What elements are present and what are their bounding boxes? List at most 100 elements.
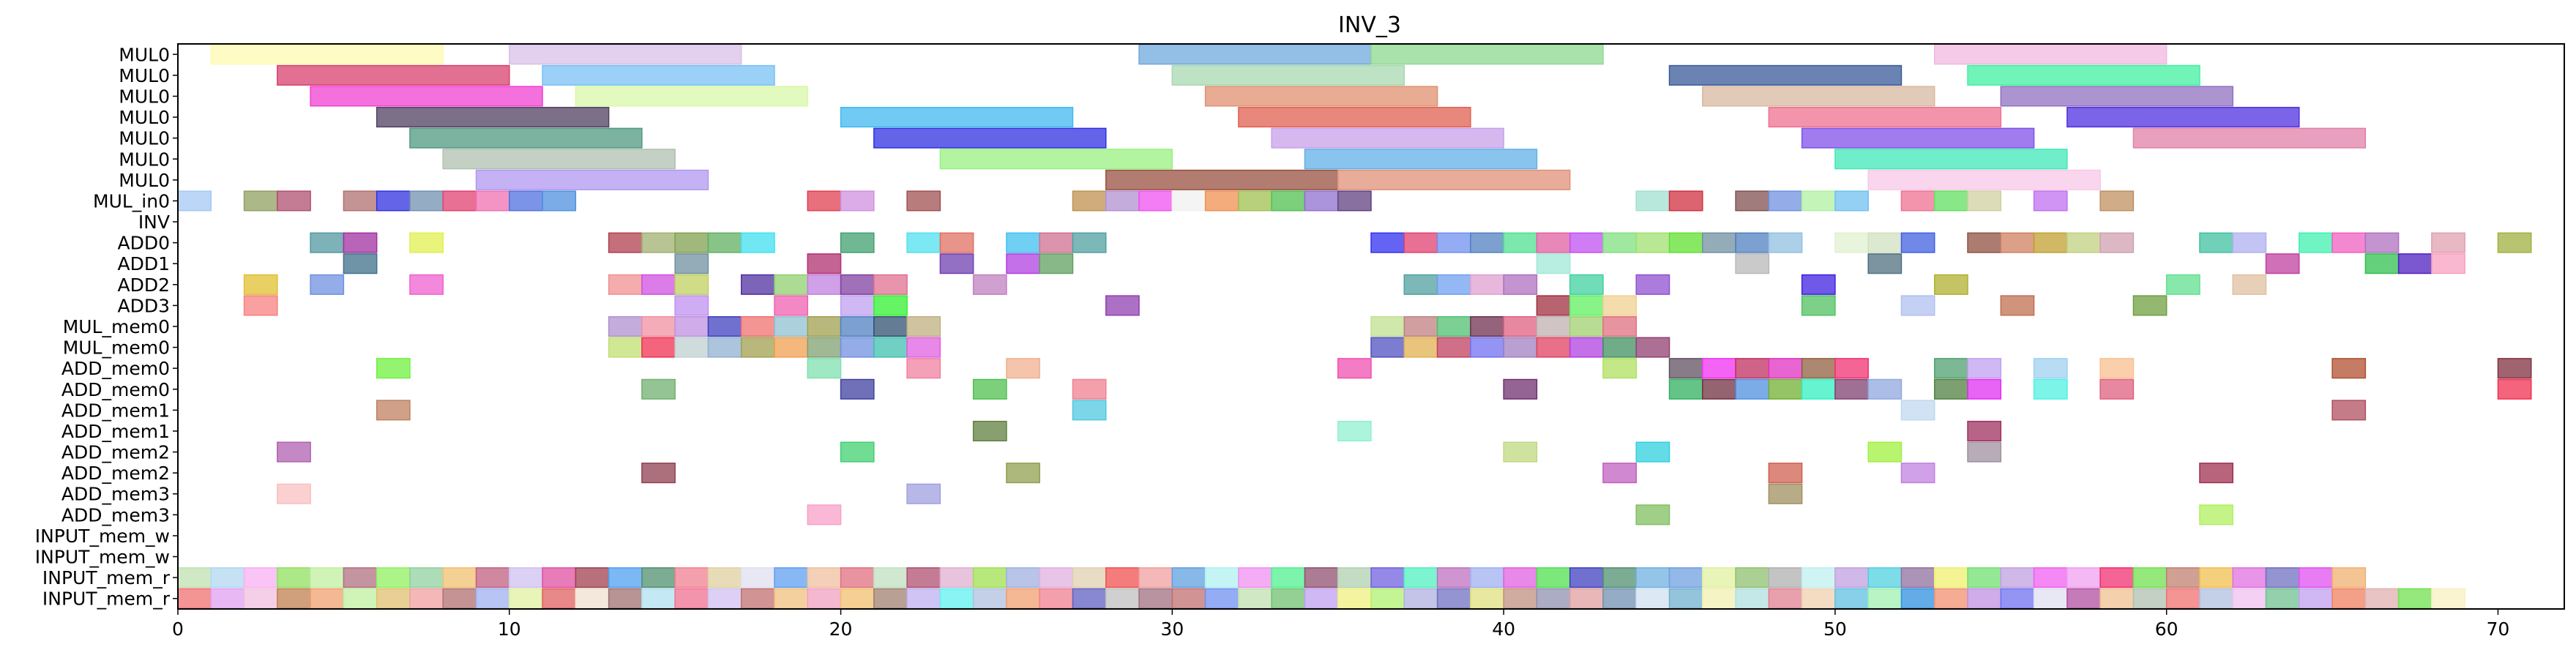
task-bar xyxy=(807,315,842,337)
task-bar xyxy=(641,315,676,337)
input-mem-r-bar xyxy=(2332,588,2367,609)
task-bar xyxy=(177,190,212,212)
task-bar xyxy=(740,337,775,358)
input-mem-r-bar xyxy=(2332,567,2367,588)
y-tick-label: ADD_mem0 xyxy=(61,358,170,379)
input-mem-r-bar xyxy=(409,567,444,588)
task-bar xyxy=(343,232,378,253)
y-tick-label: INPUT_mem_r xyxy=(42,567,171,588)
task-bar xyxy=(1470,232,1504,253)
task-bar xyxy=(475,169,709,190)
task-bar xyxy=(1602,232,1637,253)
task-bar xyxy=(906,337,941,358)
task-bar xyxy=(1403,337,1438,358)
task-bar xyxy=(807,190,842,212)
input-mem-r-bar xyxy=(1006,588,1040,609)
input-mem-r-bar xyxy=(1735,588,1770,609)
input-mem-r-bar xyxy=(2000,567,2035,588)
task-bar xyxy=(1933,358,1968,379)
input-mem-r-bar xyxy=(774,588,809,609)
task-bar xyxy=(1569,295,1604,316)
task-bar xyxy=(674,315,709,337)
task-bar xyxy=(674,295,709,316)
task-bar xyxy=(840,274,875,295)
task-bar xyxy=(807,337,842,358)
input-mem-r-bar xyxy=(575,567,610,588)
input-mem-r-bar xyxy=(2000,588,2035,609)
task-bar xyxy=(873,274,908,295)
x-tick-label: 50 xyxy=(1823,618,1847,640)
input-mem-r-bar xyxy=(2067,567,2101,588)
y-tick-label: INPUT_mem_w xyxy=(35,547,170,568)
task-bar xyxy=(1337,190,1372,212)
input-mem-r-bar xyxy=(1668,588,1703,609)
task-bar xyxy=(2099,358,2135,379)
task-bar xyxy=(343,253,378,274)
task-bar xyxy=(1768,107,2002,128)
task-bar xyxy=(1403,232,1438,253)
y-tick-label: ADD_mem1 xyxy=(61,400,170,421)
task-bar xyxy=(674,337,709,358)
task-bar xyxy=(1900,295,1935,316)
task-bar xyxy=(2431,253,2465,274)
input-mem-r-bar xyxy=(2299,567,2333,588)
input-mem-r-bar xyxy=(1801,588,1836,609)
input-mem-r-bar xyxy=(177,567,212,588)
input-mem-r-bar xyxy=(1072,588,1107,609)
input-mem-r-bar xyxy=(1403,567,1438,588)
input-mem-r-bar xyxy=(641,567,676,588)
input-mem-r-bar xyxy=(442,567,477,588)
task-bar xyxy=(1436,274,1471,295)
input-mem-r-bar xyxy=(972,588,1007,609)
input-mem-r-bar xyxy=(1171,567,1206,588)
y-tick-label: MUL0 xyxy=(119,128,170,149)
input-mem-r-bar xyxy=(1569,588,1604,609)
task-bar xyxy=(409,274,444,295)
x-tick-label: 40 xyxy=(1492,618,1515,640)
task-bar xyxy=(774,337,809,358)
task-bar xyxy=(2299,232,2333,253)
plot-frame xyxy=(177,43,2565,610)
task-bar xyxy=(873,127,1107,149)
input-mem-r-bar xyxy=(1933,567,1968,588)
task-bar xyxy=(2497,358,2532,379)
task-bar xyxy=(277,64,510,86)
task-bar xyxy=(939,253,974,274)
task-bar xyxy=(1403,315,1438,337)
task-bar xyxy=(641,463,676,484)
input-mem-r-bar xyxy=(1900,588,1935,609)
task-bar xyxy=(774,295,809,316)
input-mem-r-bar xyxy=(1602,588,1637,609)
input-mem-r-bar xyxy=(1039,588,1074,609)
task-bar xyxy=(1768,232,1803,253)
task-bar xyxy=(1403,274,1438,295)
task-bar xyxy=(310,274,345,295)
input-mem-r-bar xyxy=(807,588,842,609)
task-bar xyxy=(1834,232,1869,253)
input-mem-r-bar xyxy=(343,567,378,588)
input-mem-r-bar xyxy=(475,588,510,609)
input-mem-r-bar xyxy=(1834,567,1869,588)
input-mem-r-bar xyxy=(177,588,212,609)
input-mem-r-bar xyxy=(2232,588,2267,609)
task-bar xyxy=(906,190,941,212)
task-bar xyxy=(1735,378,1770,400)
task-bar xyxy=(1171,64,1405,86)
y-tick-label: ADD0 xyxy=(117,233,170,254)
y-axis-labels: MUL0MUL0MUL0MUL0MUL0MUL0MUL0MUL_in0INVAD… xyxy=(35,44,178,610)
y-tick-label: ADD_mem2 xyxy=(61,463,170,484)
input-mem-r-bar xyxy=(1370,567,1405,588)
input-mem-r-bar xyxy=(2132,588,2168,609)
input-mem-r-bar xyxy=(906,588,941,609)
task-bar xyxy=(2497,232,2532,253)
input-mem-r-bar xyxy=(343,588,378,609)
y-tick-label: ADD2 xyxy=(117,274,170,296)
task-bar xyxy=(1668,358,1703,379)
task-bar xyxy=(774,315,809,337)
task-bar xyxy=(972,378,1007,400)
task-bar xyxy=(1072,378,1107,400)
task-bar xyxy=(2199,232,2233,253)
task-bar xyxy=(1536,253,1571,274)
task-bar xyxy=(1006,463,1040,484)
task-bar xyxy=(1967,441,2002,463)
